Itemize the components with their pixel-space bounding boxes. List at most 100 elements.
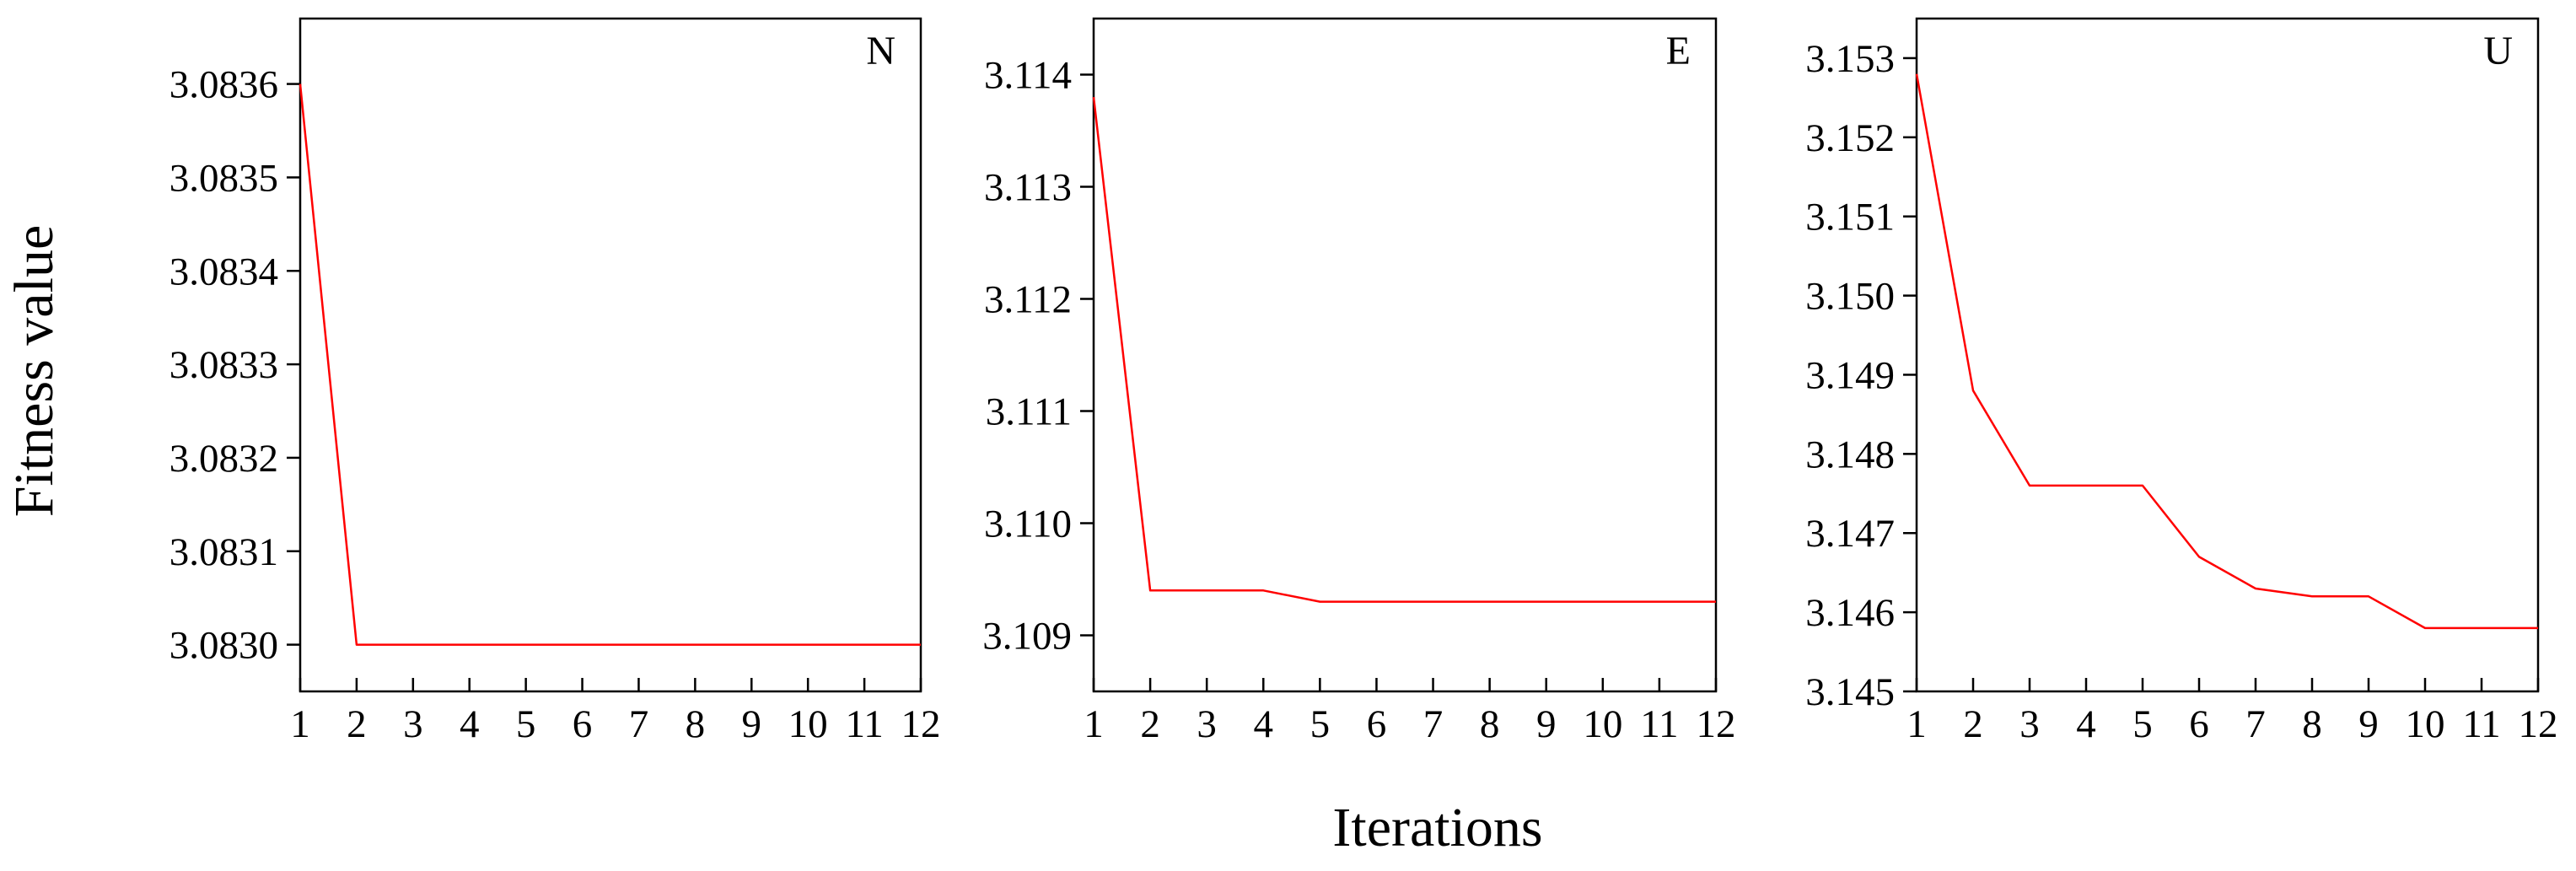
x-tick-label: 1 <box>1084 702 1104 746</box>
x-tick-label: 5 <box>2132 702 2153 746</box>
y-tick-label: 3.0831 <box>169 530 278 574</box>
x-tick-label: 5 <box>1310 702 1331 746</box>
x-tick-label: 9 <box>742 702 762 746</box>
y-tick-label: 3.149 <box>1805 353 1895 397</box>
x-tick-label: 4 <box>1254 702 1274 746</box>
y-tick-label: 3.110 <box>984 503 1072 546</box>
panel-e: 1 2 3 4 5 6 7 8 9 10 11 123.1093.1103.1113.1123.113… <box>982 17 1736 746</box>
figure-ylabel: Fitness value <box>3 225 65 517</box>
x-tick-label: 1 <box>1906 702 1927 746</box>
data-point <box>298 83 302 86</box>
x-tick-label: 10 <box>1583 702 1622 746</box>
y-tick-label: 3.0834 <box>169 250 278 293</box>
x-tick-label: 11 <box>845 702 883 746</box>
panel-u: 1 2 3 4 5 6 7 8 9 10 11 123.1453.1463.1473.1483.149… <box>1805 17 2558 746</box>
x-tick-label: 6 <box>2189 702 2209 746</box>
y-tick-label: 3.114 <box>984 54 1072 98</box>
y-tick-label: 3.0830 <box>169 624 278 668</box>
data-point <box>2141 484 2144 487</box>
data-point <box>524 643 528 647</box>
y-tick-label: 3.150 <box>1805 275 1895 319</box>
x-tick-label: 8 <box>1480 702 1500 746</box>
data-point <box>1545 600 1548 604</box>
series-line <box>298 83 921 646</box>
x-tick-label: 3 <box>2019 702 2040 746</box>
x-tick-label: 2 <box>347 702 367 746</box>
data-point <box>2310 594 2314 598</box>
y-tick-label: 3.146 <box>1805 591 1895 635</box>
plot-frame <box>1092 17 1718 693</box>
data-point <box>1488 600 1492 604</box>
data-point <box>1971 389 1975 392</box>
x-tick-label: 12 <box>2519 702 2558 746</box>
panel-label: U <box>2483 29 2513 73</box>
data-point <box>2367 594 2370 598</box>
panel-n: 1 2 3 4 5 6 7 8 9 10 11 123.08303.08313.08323.08333… <box>169 17 941 746</box>
data-point <box>411 643 415 647</box>
y-tick-label: 3.151 <box>1805 196 1895 239</box>
data-point <box>2423 626 2427 630</box>
y-tick-label: 3.112 <box>984 278 1072 322</box>
data-point <box>355 643 358 647</box>
x-tick-label: 2 <box>1140 702 1160 746</box>
x-tick-label: 9 <box>1536 702 1557 746</box>
x-tick-label: 8 <box>2302 702 2322 746</box>
x-tick-label: 6 <box>1367 702 1387 746</box>
y-tick-label: 3.145 <box>1805 670 1895 714</box>
data-point <box>2254 587 2257 590</box>
x-tick-label: 1 <box>290 702 310 746</box>
data-point <box>637 643 640 647</box>
x-tick-label: 3 <box>1197 702 1217 746</box>
x-tick-label: 8 <box>686 702 706 746</box>
data-point <box>1092 95 1095 99</box>
plot-frame <box>1915 17 2540 693</box>
plot-frame <box>298 17 922 693</box>
data-point <box>750 643 753 647</box>
y-tick-label: 3.152 <box>1805 116 1895 160</box>
y-tick-label: 3.111 <box>986 390 1072 434</box>
panel-label: E <box>1666 29 1691 73</box>
x-tick-label: 2 <box>1963 702 1983 746</box>
data-point <box>1205 589 1208 592</box>
y-tick-label: 3.147 <box>1805 512 1895 556</box>
data-point <box>1261 589 1265 592</box>
data-point <box>1374 600 1378 604</box>
data-point <box>919 643 922 647</box>
x-tick-label: 12 <box>901 702 941 746</box>
y-tick-label: 3.0832 <box>169 437 278 481</box>
y-tick-label: 3.148 <box>1805 433 1895 476</box>
x-tick-label: 4 <box>460 702 480 746</box>
data-point <box>1148 589 1152 592</box>
data-point <box>581 643 584 647</box>
x-tick-label: 7 <box>629 702 649 746</box>
x-tick-label: 10 <box>2406 702 2445 746</box>
x-tick-label: 6 <box>573 702 593 746</box>
data-point <box>2197 555 2201 558</box>
data-point <box>2084 484 2088 487</box>
data-point <box>2028 484 2031 487</box>
y-tick-label: 3.113 <box>984 166 1072 210</box>
panel-label: N <box>866 29 895 73</box>
data-point <box>1658 600 1661 604</box>
y-tick-label: 3.0835 <box>169 156 278 200</box>
data-point <box>1318 600 1321 604</box>
series-line <box>1092 96 1716 603</box>
x-tick-label: 7 <box>1423 702 1444 746</box>
y-tick-label: 3.109 <box>982 615 1072 659</box>
x-tick-label: 4 <box>2076 702 2096 746</box>
x-tick-label: 9 <box>2358 702 2379 746</box>
x-tick-label: 10 <box>788 702 828 746</box>
data-point <box>468 643 471 647</box>
data-point <box>806 643 809 647</box>
data-point <box>693 643 696 647</box>
x-tick-label: 11 <box>1640 702 1678 746</box>
y-tick-label: 3.0833 <box>169 343 278 387</box>
y-tick-label: 3.0836 <box>169 63 278 107</box>
x-tick-label: 7 <box>2245 702 2266 746</box>
chart-panels: 1 2 3 4 5 6 7 8 9 10 11 123.08303.08313.08323.08333… <box>169 17 2558 746</box>
data-point <box>1915 73 1918 76</box>
data-point <box>1601 600 1605 604</box>
data-point <box>2536 626 2540 630</box>
y-tick-label: 3.153 <box>1805 37 1895 81</box>
